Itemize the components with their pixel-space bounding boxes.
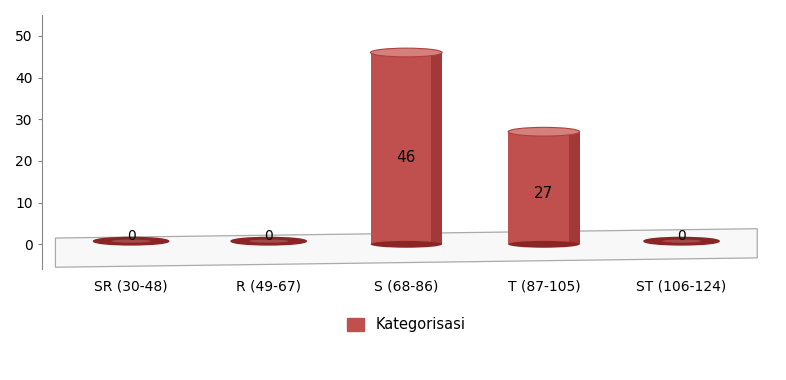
Text: 27: 27 [534,186,553,201]
Ellipse shape [662,240,701,243]
Bar [509,132,580,244]
Bar [370,52,442,244]
Text: 0: 0 [264,229,273,243]
Ellipse shape [644,238,719,245]
Text: 0: 0 [678,229,686,243]
Polygon shape [56,229,757,267]
Ellipse shape [509,127,580,136]
Ellipse shape [249,240,288,243]
Legend: Kategorisasi: Kategorisasi [341,312,472,338]
Ellipse shape [231,238,307,245]
Ellipse shape [370,48,442,57]
Ellipse shape [112,240,151,243]
Ellipse shape [370,241,442,248]
Text: 46: 46 [397,150,416,166]
Bar [569,132,580,244]
Ellipse shape [509,241,580,248]
Bar [432,52,442,244]
Ellipse shape [94,238,169,245]
Text: 0: 0 [127,229,135,243]
